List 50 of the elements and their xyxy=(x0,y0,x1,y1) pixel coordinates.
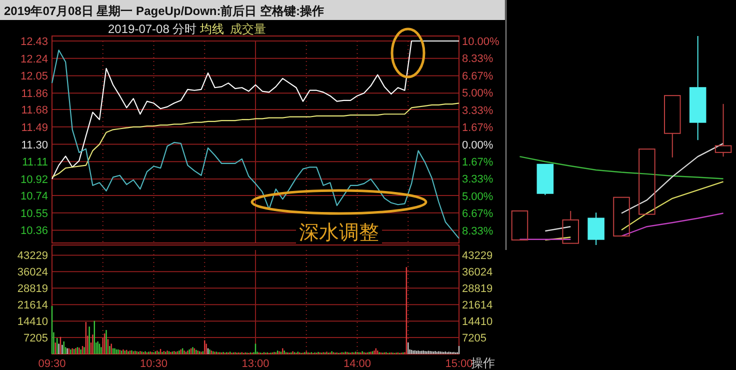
x-tick-label: 15:00 xyxy=(445,358,473,370)
y2-tick-label: 5.00% xyxy=(462,190,494,203)
x-tick-label: 10:30 xyxy=(140,358,168,370)
y2-tick-label: 5.00% xyxy=(462,88,494,100)
y2-tick-label: 21614 xyxy=(462,300,493,312)
y-tick-label: 10.55 xyxy=(20,208,48,220)
y2-tick-label: 8.33% xyxy=(462,225,494,238)
y-tick-label: 10.74 xyxy=(20,190,48,202)
y2-tick-label: 7205 xyxy=(462,332,486,345)
y-tick-label: 7205 xyxy=(24,332,48,345)
y-tick-label: 11.49 xyxy=(21,122,48,134)
y-tick-label: 43229 xyxy=(17,250,48,262)
text: 成交量 xyxy=(230,22,266,36)
text: 均线 xyxy=(199,22,224,36)
x-tick-label: 14:00 xyxy=(343,358,372,370)
y2-tick-label: 6.67% xyxy=(462,70,494,82)
y2-tick-label: 43229 xyxy=(462,250,493,262)
y2-tick-label: 36024 xyxy=(462,266,493,279)
y2-tick-label: 10.00% xyxy=(462,36,500,48)
annotation: 深水调整 xyxy=(299,222,379,244)
y2-tick-label: 1.67% xyxy=(462,122,494,134)
x-tick-label: 09:30 xyxy=(38,358,66,370)
y-tick-label: 10.92 xyxy=(20,174,48,186)
x-tick-label: 13:00 xyxy=(242,358,270,370)
y-tick-label: 11.68 xyxy=(21,104,48,117)
y-tick-label: 10.36 xyxy=(20,225,48,238)
candlestick xyxy=(689,36,706,141)
y2-tick-label: 1.67% xyxy=(462,156,494,169)
y-tick-label: 11.30 xyxy=(21,139,48,152)
y-tick-label: 12.43 xyxy=(20,36,48,48)
y-tick-label: 12.05 xyxy=(20,70,48,83)
line-series xyxy=(51,102,460,178)
y2-tick-label: 8.33% xyxy=(462,53,494,66)
y-tick-label: 12.24 xyxy=(20,53,48,66)
y2-tick-label: 0.00% xyxy=(462,139,494,152)
y-tick-label: 36024 xyxy=(17,266,48,279)
line-series xyxy=(51,40,460,180)
y-tick-label: 11.11 xyxy=(22,156,48,169)
y2-tick-label: 3.33% xyxy=(462,104,494,117)
y-tick-label: 21614 xyxy=(17,300,48,312)
y2-tick-label: 14410 xyxy=(462,316,493,328)
y-tick-label: 14410 xyxy=(17,316,48,328)
text: 操作 xyxy=(471,356,495,370)
chart-title: 2019年07月08日 星期一 PageUp/Down:前后日 空格键:操作 xyxy=(4,4,324,18)
chart-subtitle: 2019-07-08 分时 xyxy=(108,22,197,36)
y2-tick-label: 6.67% xyxy=(462,208,494,220)
y2-tick-label: 28819 xyxy=(462,283,493,296)
y-tick-label: 28819 xyxy=(17,283,48,296)
y2-tick-label: 3.33% xyxy=(462,174,494,186)
y-tick-label: 11.86 xyxy=(21,88,48,100)
